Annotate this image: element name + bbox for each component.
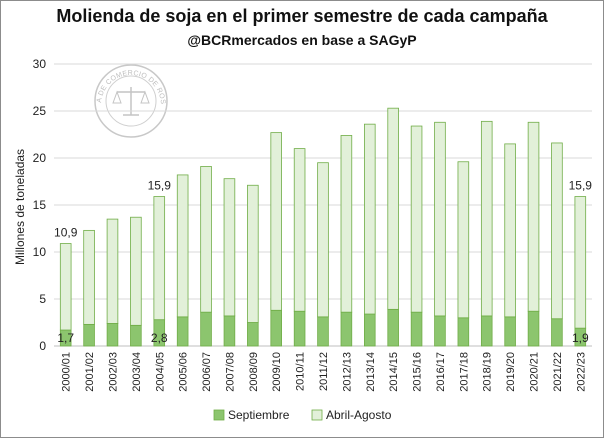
bar-abril-agosto bbox=[387, 107, 399, 310]
bcr-watermark-seal: BOLSA DE COMERCIO DE ROSARIO bbox=[0, 0, 168, 138]
bar-septiembre bbox=[364, 313, 376, 347]
x-tick-label: 2016/17 bbox=[435, 352, 447, 392]
bar-septiembre bbox=[83, 323, 95, 347]
data-label: 15,9 bbox=[569, 179, 593, 193]
x-tick-label: 2014/15 bbox=[388, 352, 400, 392]
seal-text-path: BOLSA DE COMERCIO DE ROSARIO bbox=[0, 0, 166, 105]
bar-septiembre bbox=[340, 311, 353, 347]
bar-abril-agosto bbox=[223, 178, 236, 317]
bar-abril-agosto bbox=[106, 218, 119, 324]
chart-title: Molienda de soja en el primer semestre d… bbox=[56, 6, 548, 26]
x-tick-label: 2013/14 bbox=[365, 352, 377, 392]
bar-abril-agosto bbox=[457, 161, 470, 319]
seal-scales-pan-right bbox=[140, 90, 150, 104]
x-tick-label: 2001/02 bbox=[84, 352, 96, 392]
bar-septiembre bbox=[527, 310, 540, 347]
data-label: 15,9 bbox=[148, 179, 172, 193]
x-tick-label: 2003/04 bbox=[131, 352, 143, 392]
bar-abril-agosto bbox=[130, 216, 142, 326]
x-tick-label: 2019/20 bbox=[505, 352, 517, 392]
bar-septiembre bbox=[434, 315, 446, 347]
legend: Septiembre Abril-Agosto bbox=[213, 408, 392, 422]
bar-abril-agosto bbox=[410, 125, 423, 313]
bar-abril-agosto bbox=[247, 184, 259, 323]
bar-abril-agosto bbox=[434, 121, 446, 317]
bar-abril-agosto bbox=[317, 162, 329, 318]
bar-septiembre bbox=[200, 311, 212, 347]
y-tick-label: 25 bbox=[33, 104, 47, 118]
x-tick-label: 2011/12 bbox=[318, 352, 330, 391]
bar-septiembre bbox=[457, 317, 470, 347]
bar-abril-agosto bbox=[59, 243, 72, 331]
bar-septiembre bbox=[387, 308, 399, 347]
x-tick-label: 2017/18 bbox=[458, 352, 470, 392]
x-tick-label: 2000/01 bbox=[61, 352, 73, 392]
legend-swatch bbox=[213, 409, 225, 421]
y-tick-label: 30 bbox=[33, 57, 47, 71]
bar-septiembre bbox=[551, 318, 563, 347]
data-label: 10,9 bbox=[54, 226, 78, 240]
bar-abril-agosto bbox=[293, 148, 306, 312]
bar-septiembre bbox=[317, 316, 329, 347]
x-tick-label: 2018/19 bbox=[482, 352, 494, 392]
x-tick-label: 2012/13 bbox=[341, 352, 353, 392]
bar-septiembre bbox=[504, 316, 516, 347]
x-tick-label: 2002/03 bbox=[107, 352, 119, 392]
seal-text: BOLSA DE COMERCIO DE ROSARIO bbox=[0, 0, 166, 105]
bar-septiembre bbox=[247, 322, 259, 347]
bar-septiembre bbox=[270, 309, 282, 347]
x-tick-label: 2008/09 bbox=[248, 352, 260, 392]
bars bbox=[59, 107, 587, 347]
y-tick-labels: 0 5 10 15 20 25 30 bbox=[33, 57, 47, 353]
x-tick-labels: 2000/01 2001/02 2002/03 2003/04 2004/05 2005/… bbox=[61, 352, 588, 392]
bar-septiembre bbox=[480, 315, 493, 347]
bar-abril-agosto bbox=[153, 196, 166, 321]
bar-septiembre bbox=[130, 324, 142, 347]
legend-swatch bbox=[311, 409, 323, 421]
data-label: 1,7 bbox=[57, 331, 74, 345]
bar-septiembre bbox=[223, 315, 236, 347]
y-tick-label: 5 bbox=[39, 292, 46, 306]
x-tick-label: 2015/16 bbox=[412, 352, 424, 392]
seal-inner-ring bbox=[105, 75, 157, 127]
legend-label: Abril-Agosto bbox=[326, 408, 392, 422]
x-tick-label: 2020/21 bbox=[529, 352, 541, 392]
chart-subtitle: @BCRmercados en base a SAGyP bbox=[187, 32, 417, 48]
y-tick-label: 0 bbox=[39, 339, 46, 353]
y-tick-label: 20 bbox=[33, 151, 47, 165]
bar-abril-agosto bbox=[340, 135, 353, 313]
bar-abril-agosto bbox=[200, 166, 212, 313]
x-tick-label: 2005/06 bbox=[178, 352, 190, 392]
bar-septiembre bbox=[410, 311, 423, 347]
x-tick-label: 2022/23 bbox=[575, 352, 587, 392]
x-tick-label: 2004/05 bbox=[154, 352, 166, 392]
bar-septiembre bbox=[293, 310, 306, 347]
x-tick-label: 2010/11 bbox=[295, 352, 307, 391]
bar-abril-agosto bbox=[504, 143, 516, 318]
seal-scales-pan-left bbox=[112, 90, 122, 104]
data-labels: 1,7 10,9 2,8 15,9 1,9 15,9 bbox=[54, 179, 592, 345]
bar-abril-agosto bbox=[176, 174, 189, 318]
bar-abril-agosto bbox=[270, 132, 282, 311]
bar-abril-agosto bbox=[551, 142, 563, 320]
seal-outer-ring bbox=[94, 64, 168, 138]
bar-abril-agosto bbox=[364, 123, 376, 315]
y-tick-label: 15 bbox=[33, 198, 47, 212]
legend-label: Septiembre bbox=[228, 408, 290, 422]
y-tick-label: 10 bbox=[33, 245, 47, 259]
y-axis-label: Millones de toneladas bbox=[13, 149, 27, 265]
bar-abril-agosto bbox=[83, 229, 95, 325]
x-tick-label: 2006/07 bbox=[201, 352, 213, 392]
x-tick-label: 2007/08 bbox=[224, 352, 236, 392]
data-label: 1,9 bbox=[572, 331, 589, 345]
x-tick-label: 2021/22 bbox=[552, 352, 564, 392]
x-tick-label: 2009/10 bbox=[271, 352, 283, 392]
bar-septiembre bbox=[106, 323, 119, 347]
bar-abril-agosto bbox=[527, 121, 540, 312]
bar-abril-agosto bbox=[574, 196, 587, 329]
bar-septiembre bbox=[176, 316, 189, 347]
bar-abril-agosto bbox=[480, 120, 493, 317]
data-label: 2,8 bbox=[151, 331, 168, 345]
